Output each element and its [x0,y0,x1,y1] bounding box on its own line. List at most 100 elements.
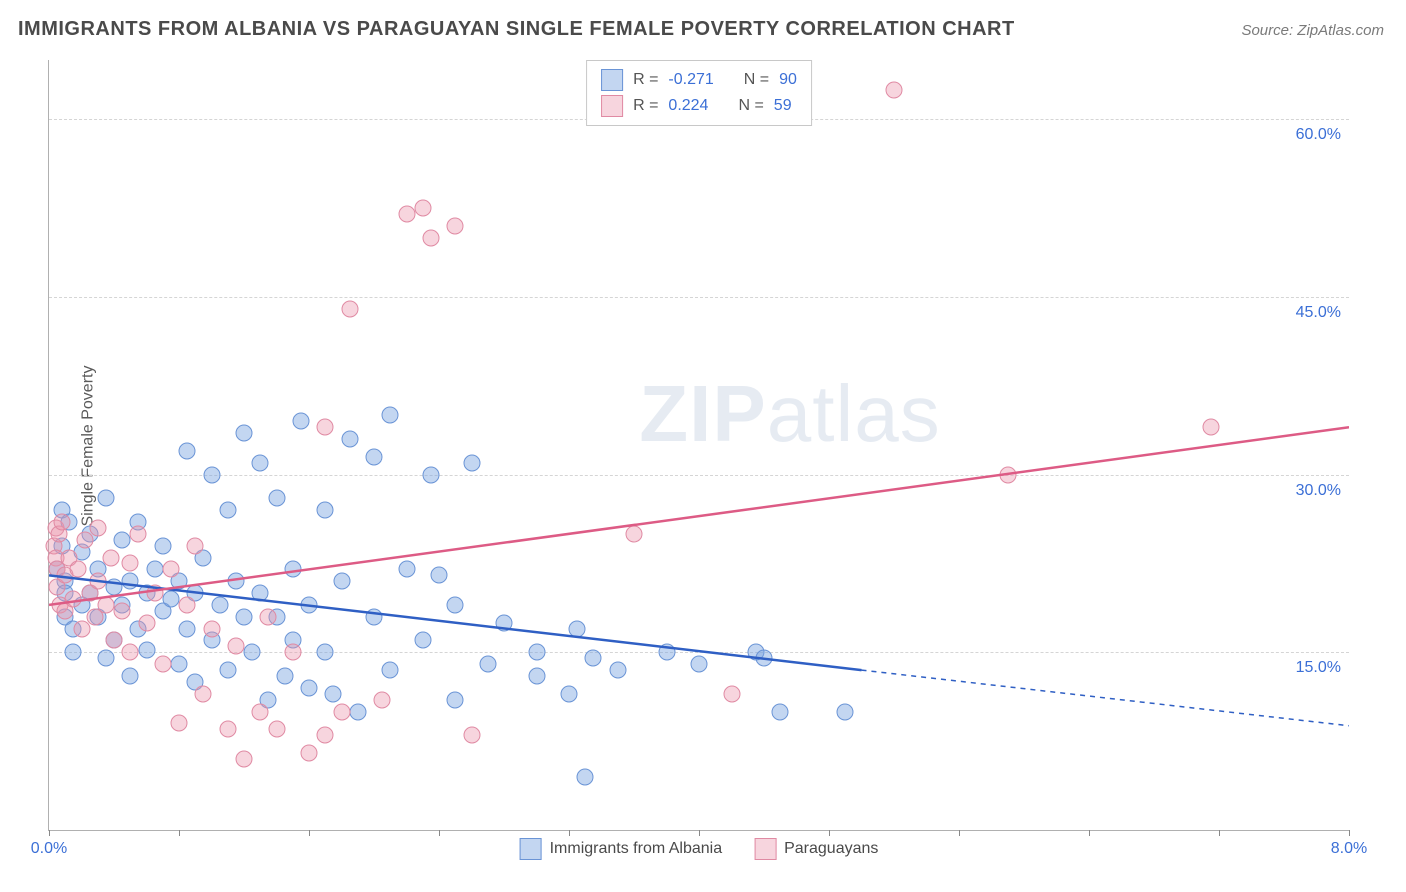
scatter-point-albania [203,466,220,483]
scatter-point-paraguay [317,727,334,744]
scatter-point-albania [284,561,301,578]
swatch-paraguay [601,95,623,117]
scatter-point-albania [414,632,431,649]
scatter-point-paraguay [203,620,220,637]
scatter-point-albania [325,685,342,702]
y-tick-label: 30.0% [1296,482,1341,500]
scatter-point-paraguay [422,229,439,246]
chart-title: IMMIGRANTS FROM ALBANIA VS PARAGUAYAN SI… [18,18,1015,41]
scatter-point-albania [422,466,439,483]
scatter-point-paraguay [97,596,114,613]
scatter-point-albania [528,644,545,661]
y-tick-label: 45.0% [1296,304,1341,322]
y-tick-label: 60.0% [1296,126,1341,144]
scatter-point-albania [756,650,773,667]
x-tick-mark [309,830,310,836]
scatter-point-albania [609,662,626,679]
scatter-point-paraguay [886,81,903,98]
x-tick-mark [439,830,440,836]
scatter-point-albania [317,644,334,661]
scatter-point-albania [106,579,123,596]
scatter-point-paraguay [236,750,253,767]
r-label: R = [633,97,658,115]
scatter-point-albania [447,596,464,613]
scatter-point-paraguay [284,644,301,661]
swatch-albania [601,69,623,91]
scatter-point-paraguay [171,715,188,732]
scatter-point-albania [65,644,82,661]
scatter-point-paraguay [89,573,106,590]
scatter-point-albania [268,490,285,507]
series-legend: Immigrants from Albania Paraguayans [520,838,879,860]
scatter-point-albania [447,691,464,708]
scatter-point-paraguay [414,200,431,217]
scatter-point-albania [382,662,399,679]
scatter-point-albania [252,585,269,602]
legend-item-paraguay: Paraguayans [754,838,878,860]
scatter-point-paraguay [187,537,204,554]
scatter-point-albania [122,668,139,685]
scatter-point-paraguay [70,561,87,578]
scatter-point-albania [333,573,350,590]
scatter-point-albania [236,425,253,442]
legend-label-paraguay: Paraguayans [784,840,878,858]
scatter-point-paraguay [374,691,391,708]
x-tick-label: 8.0% [1331,840,1367,858]
n-value-albania: 90 [779,71,797,89]
scatter-point-paraguay [723,685,740,702]
scatter-point-albania [496,614,513,631]
scatter-point-paraguay [114,602,131,619]
scatter-point-paraguay [179,596,196,613]
scatter-point-paraguay [447,217,464,234]
scatter-point-paraguay [122,555,139,572]
scatter-point-albania [227,573,244,590]
scatter-point-albania [528,668,545,685]
scatter-point-albania [154,537,171,554]
scatter-point-albania [236,608,253,625]
watermark: ZIPatlas [639,368,940,460]
scatter-point-paraguay [219,721,236,738]
x-tick-mark [569,830,570,836]
scatter-point-albania [146,561,163,578]
scatter-point-albania [244,644,261,661]
scatter-point-paraguay [106,632,123,649]
scatter-point-paraguay [130,525,147,542]
r-label: R = [633,71,658,89]
scatter-point-paraguay [341,300,358,317]
watermark-bold: ZIP [639,369,766,458]
x-tick-mark [829,830,830,836]
scatter-point-paraguay [154,656,171,673]
scatter-point-albania [171,656,188,673]
scatter-point-paraguay [138,614,155,631]
scatter-point-albania [179,620,196,637]
n-value-paraguay: 59 [774,97,792,115]
scatter-point-albania [341,431,358,448]
scatter-point-paraguay [102,549,119,566]
n-label: N = [744,71,769,89]
scatter-point-albania [317,502,334,519]
n-label: N = [738,97,763,115]
scatter-point-albania [382,407,399,424]
scatter-point-albania [479,656,496,673]
source-label: Source: ZipAtlas.com [1241,22,1384,39]
scatter-point-albania [772,703,789,720]
scatter-point-paraguay [195,685,212,702]
grid-line-h [49,297,1349,298]
x-tick-mark [49,830,50,836]
x-tick-mark [1349,830,1350,836]
scatter-point-albania [431,567,448,584]
x-tick-mark [1219,830,1220,836]
scatter-point-albania [561,685,578,702]
grid-line-h [49,475,1349,476]
plot-area: ZIPatlas R = -0.271 N = 90 R = 0.224 N =… [48,60,1349,831]
scatter-point-albania [292,413,309,430]
trendline-extrapolated-albania [862,670,1350,726]
scatter-point-paraguay [162,561,179,578]
scatter-point-albania [577,768,594,785]
scatter-point-albania [122,573,139,590]
scatter-point-albania [219,662,236,679]
x-tick-mark [1089,830,1090,836]
scatter-point-paraguay [333,703,350,720]
legend-row-albania: R = -0.271 N = 90 [601,67,797,93]
scatter-point-albania [97,650,114,667]
